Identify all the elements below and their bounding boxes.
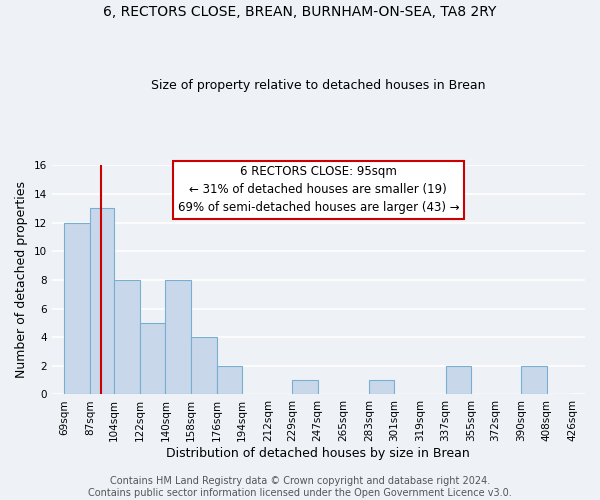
Text: 6, RECTORS CLOSE, BREAN, BURNHAM-ON-SEA, TA8 2RY: 6, RECTORS CLOSE, BREAN, BURNHAM-ON-SEA,… (103, 5, 497, 19)
Bar (369, 380, 394, 394)
X-axis label: Distribution of detached houses by size in Brean: Distribution of detached houses by size … (166, 447, 470, 460)
Y-axis label: Number of detached properties: Number of detached properties (15, 182, 28, 378)
Bar (217, 366, 242, 394)
Bar (292, 380, 317, 394)
Bar (521, 366, 547, 394)
Text: 6 RECTORS CLOSE: 95sqm
← 31% of detached houses are smaller (19)
69% of semi-det: 6 RECTORS CLOSE: 95sqm ← 31% of detached… (178, 166, 459, 214)
Bar (166, 280, 191, 394)
Bar (114, 280, 140, 394)
Bar (64, 222, 90, 394)
Text: Contains HM Land Registry data © Crown copyright and database right 2024.
Contai: Contains HM Land Registry data © Crown c… (88, 476, 512, 498)
Bar (140, 323, 166, 394)
Bar (446, 366, 471, 394)
Title: Size of property relative to detached houses in Brean: Size of property relative to detached ho… (151, 79, 485, 92)
Bar (90, 208, 114, 394)
Bar (191, 337, 217, 394)
